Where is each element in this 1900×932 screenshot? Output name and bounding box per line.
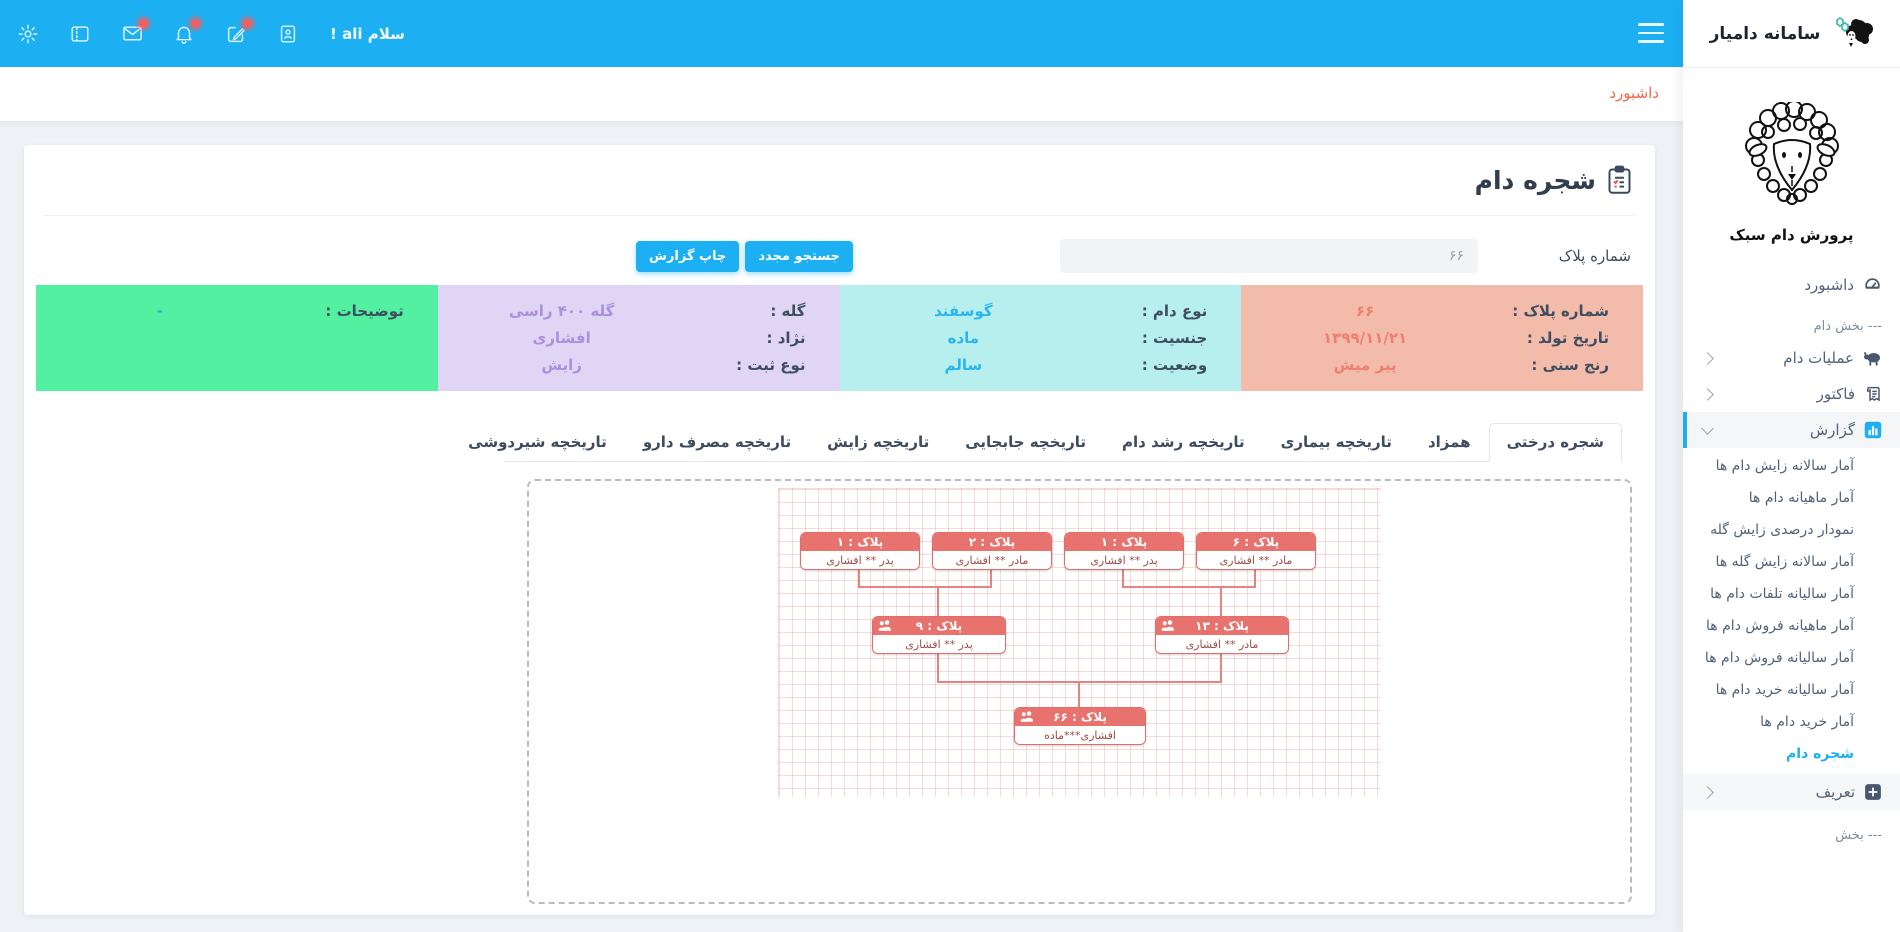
plate-number-label: شماره پلاک <box>1558 247 1631 265</box>
brand-sheep-icon <box>1829 14 1874 54</box>
submenu-item-monthly-sales[interactable]: آمار ماهیانه فروش دام ها <box>1706 618 1854 634</box>
notes-card: توضیحات :- <box>36 285 438 391</box>
submenu-item-annual-purchases[interactable]: آمار سالیانه خرید دام ها <box>1715 682 1854 698</box>
page-title: شجره دام <box>1475 165 1633 195</box>
tree-node-granddam-maternal[interactable]: پلاک : ۶ مادر ** افشاری <box>1196 532 1316 570</box>
tree-node-grandsire-paternal[interactable]: پلاک : ۱ پدر ** افشاری <box>800 532 920 570</box>
herd-value: گله ۴۰۰ راسی <box>508 301 615 320</box>
tree-node-granddam-paternal[interactable]: پلاک : ۲ مادر ** افشاری <box>932 532 1052 570</box>
tree-node-subject[interactable]: پلاک : ۶۶ افشاری***ماده <box>1014 707 1146 745</box>
sidebar-item-operations[interactable]: عملیات دام <box>1683 340 1900 376</box>
sidebar-item-invoice[interactable]: فاکتور <box>1683 376 1900 412</box>
submenu-item-monthly-livestock[interactable]: آمار ماهیانه دام ها <box>1748 490 1854 506</box>
tab-twin[interactable]: همزاد <box>1427 433 1471 451</box>
section-label-livestock: --- بخش دام <box>1813 319 1882 334</box>
tab-disease-history[interactable]: تاریخچه بیماری <box>1280 433 1392 451</box>
tree-node-sire[interactable]: پلاک : ۹ پدر ** افشاری <box>872 616 1006 654</box>
users-icon <box>1161 620 1174 631</box>
submenu-item-annual-birth[interactable]: آمار سالانه زایش دام ها <box>1715 458 1854 474</box>
sidebar-menu: داشبورد --- بخش دام عملیات دام فاکتور گز… <box>1683 266 1900 848</box>
tab-milking-history[interactable]: تاریخچه شیردوشی <box>468 433 607 451</box>
user-greeting: سلام ali ! <box>330 24 405 43</box>
type-card: نوع دام : گوسفند جنسیت : ماده وضعیت : سالم <box>839 285 1242 391</box>
action-buttons: جستجو مجدد چاپ گزارش <box>636 241 853 272</box>
history-tabs: شجره درختی همزاد تاریخچه بیماری تاریخچه … <box>468 421 1622 462</box>
submenu-item-annual-losses[interactable]: آمار سالیانه تلفات دام ها <box>1710 586 1854 602</box>
sidebar-toggle-icon[interactable] <box>68 22 92 46</box>
sidebar-item-define[interactable]: تعریف <box>1683 774 1900 810</box>
tab-tree-pedigree[interactable]: شجره درختی <box>1488 423 1622 462</box>
age-range-value: پیر میش <box>1333 355 1397 374</box>
users-icon <box>878 620 891 631</box>
notifications-icon[interactable] <box>172 18 200 46</box>
submenu-item-annual-herd-birth[interactable]: آمار سالانه زایش گله ها <box>1715 554 1854 570</box>
hamburger-menu-icon[interactable] <box>1638 23 1664 43</box>
tab-medication-history[interactable]: تاریخچه مصرف دارو <box>642 433 792 451</box>
print-report-button[interactable]: چاپ گزارش <box>636 241 740 272</box>
herd-card: گله : گله ۴۰۰ راسی نژاد : افشاری نوع ثبت :… <box>437 285 840 391</box>
breadcrumb-bar: داشبورد <box>0 67 1683 121</box>
compose-icon[interactable] <box>224 18 252 46</box>
chart-icon <box>1864 421 1882 439</box>
compose-badge <box>243 18 252 28</box>
submenu-item-purchases[interactable]: آمار خرید دام ها <box>1760 714 1854 730</box>
record-type-value: زایش <box>541 355 582 374</box>
users-icon <box>1020 711 1033 722</box>
gender-value: ماده <box>947 328 980 347</box>
chevron-down-icon <box>1701 422 1714 435</box>
chevron-icon <box>1701 387 1714 401</box>
sidebar-item-dashboard[interactable]: داشبورد <box>1683 266 1900 303</box>
sheep-illustration <box>1732 100 1852 220</box>
profile-icon[interactable] <box>276 22 300 46</box>
section-label-clipped: --- بخش <box>1835 828 1882 843</box>
brand-name: سامانه دامیار <box>1709 23 1821 44</box>
messages-icon[interactable] <box>120 18 148 46</box>
animal-info-cards: شماره پلاک :۶۶ تاریخ تولد :۱۳۹۹/۱۱/۲۱ رن… <box>36 285 1643 391</box>
chevron-icon <box>1701 351 1714 365</box>
tab-birth-history[interactable]: تاریخچه زایش <box>827 433 930 451</box>
brand-tagline: پرورش دام سبک <box>1729 226 1854 244</box>
brand[interactable]: سامانه دامیار <box>1683 0 1900 68</box>
submenu-item-herd-birth-percent[interactable]: نمودار درصدی زایش گله <box>1710 522 1854 538</box>
reports-submenu: آمار سالانه زایش دام ها آمار ماهیانه دام… <box>1683 448 1900 774</box>
plate-value: ۶۶ <box>1355 301 1375 320</box>
tree-node-grandsire-maternal[interactable]: پلاک : ۱ پدر ** افشاری <box>1064 532 1184 570</box>
submenu-item-pedigree[interactable]: شجره دام <box>1786 746 1854 762</box>
pedigree-card: شجره دام شماره پلاک جستجو مجدد چاپ گزارش… <box>24 145 1655 915</box>
birthdate-value: ۱۳۹۹/۱۱/۲۱ <box>1323 328 1408 347</box>
species-value: گوسفند <box>934 301 993 320</box>
plus-square-icon <box>1865 784 1881 800</box>
topbar-icon-group: سلام ali ! <box>16 0 405 67</box>
search-again-button[interactable]: جستجو مجدد <box>745 241 853 272</box>
sidebar: سامانه دامیار پرورش دام سبک <box>1683 0 1900 932</box>
notifications-badge <box>191 18 200 28</box>
topbar: سلام ali ! <box>0 0 1683 67</box>
tab-movement-history[interactable]: تاریخچه جابجایی <box>965 433 1087 451</box>
sheep-icon <box>1864 351 1881 366</box>
plate-number-input[interactable] <box>1060 239 1478 273</box>
tree-node-dam[interactable]: پلاک : ۱۳ مادر ** افشاری <box>1155 616 1289 654</box>
submenu-item-annual-sales[interactable]: آمار سالیانه فروش دام ها <box>1704 650 1854 666</box>
settings-icon[interactable] <box>16 22 40 46</box>
notes-value: - <box>156 301 163 320</box>
identity-card: شماره پلاک :۶۶ تاریخ تولد :۱۳۹۹/۱۱/۲۱ رن… <box>1241 285 1643 391</box>
clipboard-icon <box>1608 165 1631 194</box>
pedigree-tree-panel: پلاک : ۱ پدر ** افشاری پلاک : ۲ مادر ** … <box>527 479 1632 904</box>
tab-growth-history[interactable]: تاریخچه رشد دام <box>1122 433 1245 451</box>
sidebar-item-reports[interactable]: گزارش <box>1683 412 1900 448</box>
breed-value: افشاری <box>532 328 591 347</box>
status-value: سالم <box>944 355 983 374</box>
messages-badge <box>139 18 148 28</box>
chevron-icon <box>1701 785 1714 799</box>
invoice-icon <box>1867 386 1880 402</box>
divider <box>44 215 1635 216</box>
breadcrumb[interactable]: داشبورد <box>1609 84 1659 102</box>
gauge-icon <box>1865 278 1880 289</box>
